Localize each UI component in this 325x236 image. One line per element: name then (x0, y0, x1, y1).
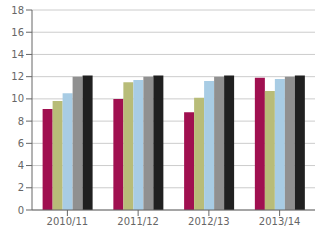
svg-text:4: 4 (18, 160, 24, 171)
svg-text:16: 16 (11, 27, 24, 38)
svg-text:8: 8 (18, 116, 24, 127)
svg-text:0: 0 (18, 205, 24, 216)
svg-text:2013/14: 2013/14 (259, 216, 301, 227)
svg-text:18: 18 (11, 5, 24, 16)
svg-text:2010/11: 2010/11 (47, 216, 89, 227)
svg-text:12: 12 (11, 71, 24, 82)
svg-text:2011/12: 2011/12 (117, 216, 159, 227)
svg-text:6: 6 (18, 138, 24, 149)
svg-text:10: 10 (11, 93, 24, 104)
svg-text:14: 14 (11, 49, 24, 60)
svg-text:2: 2 (18, 182, 24, 193)
svg-text:2012/13: 2012/13 (188, 216, 230, 227)
